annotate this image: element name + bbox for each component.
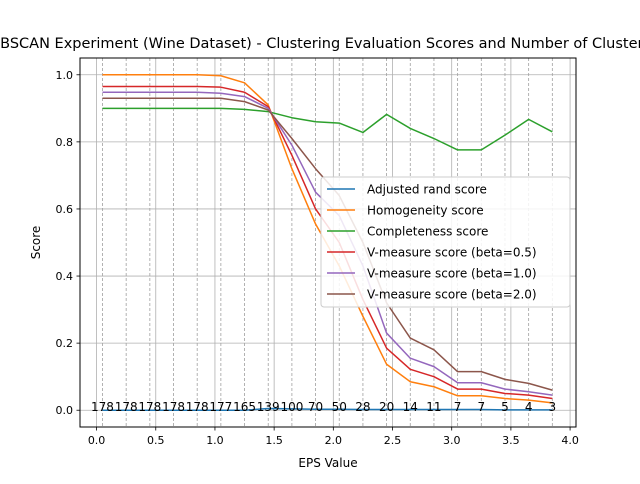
chart-title: DBSCAN Experiment (Wine Dataset) - Clust…: [0, 36, 640, 52]
x-tick-label: 0.0: [88, 434, 106, 447]
y-tick-label: 1.0: [56, 69, 74, 82]
cluster-count-label: 100: [280, 400, 303, 414]
x-tick-label: 4.0: [561, 434, 579, 447]
x-tick-label: 2.5: [384, 434, 402, 447]
plot-frame: [79, 57, 577, 428]
y-tick-label: 0.8: [56, 136, 74, 149]
cluster-count-label: 28: [355, 400, 370, 414]
x-tick-label: 3.0: [443, 434, 461, 447]
x-tick-label: 1.5: [265, 434, 283, 447]
legend: Adjusted rand score Homogeneity score Comp…: [320, 176, 571, 308]
cluster-count-label: 20: [379, 400, 394, 414]
series-line-0: [102, 407, 553, 411]
cluster-count-label: 70: [308, 400, 323, 414]
cluster-count-label: 165: [233, 400, 256, 414]
cluster-count-label: 177: [209, 400, 232, 414]
series-line-2: [102, 107, 553, 151]
y-tick-label: 0.6: [56, 203, 74, 216]
x-tick-label: 2.0: [325, 434, 343, 447]
cluster-count-label: 178: [162, 400, 185, 414]
legend-label: Homogeneity score: [367, 204, 484, 218]
y-tick-label: 0.4: [56, 270, 74, 283]
cluster-count-label: 178: [186, 400, 209, 414]
x-tick-label: 3.5: [502, 434, 520, 447]
cluster-count-label: 3: [549, 400, 557, 414]
cluster-count-label: 178: [91, 400, 114, 414]
cluster-count-label: 4: [525, 400, 533, 414]
cluster-count-label: 50: [332, 400, 347, 414]
x-tick-label: 0.5: [147, 434, 165, 447]
legend-label: V-measure score (beta=2.0): [367, 288, 537, 302]
cluster-count-label: 7: [454, 400, 462, 414]
cluster-count-label: 178: [138, 400, 161, 414]
cluster-count-label: 178: [115, 400, 138, 414]
y-axis-label: Score: [29, 226, 43, 260]
x-axis-label: EPS Value: [298, 456, 357, 470]
cluster-count-label: 14: [403, 400, 418, 414]
x-tick-label: 1.0: [206, 434, 224, 447]
cluster-count-label: 11: [426, 400, 441, 414]
legend-label: V-measure score (beta=0.5): [367, 246, 537, 260]
legend-label: V-measure score (beta=1.0): [367, 267, 537, 281]
cluster-count-label: 139: [257, 400, 280, 414]
legend-label: Adjusted rand score: [367, 183, 487, 197]
y-tick-label: 0.2: [56, 337, 74, 350]
legend-label: Completeness score: [367, 225, 488, 239]
axis-ticks: 0.0 0.2 0.4 0.6 0.8 1.0 0.0 0.5 1.0 1.5 2.0 2.5 3.0 3…: [56, 69, 579, 447]
legend-box: [320, 176, 571, 308]
y-tick-label: 0.0: [56, 404, 74, 417]
cluster-count-labels: 178 178 178 178 178 177 165 139 100 70 50 28 20 14 11 7…: [91, 400, 556, 414]
cluster-count-label: 5: [501, 400, 509, 414]
cluster-count-label: 7: [477, 400, 485, 414]
